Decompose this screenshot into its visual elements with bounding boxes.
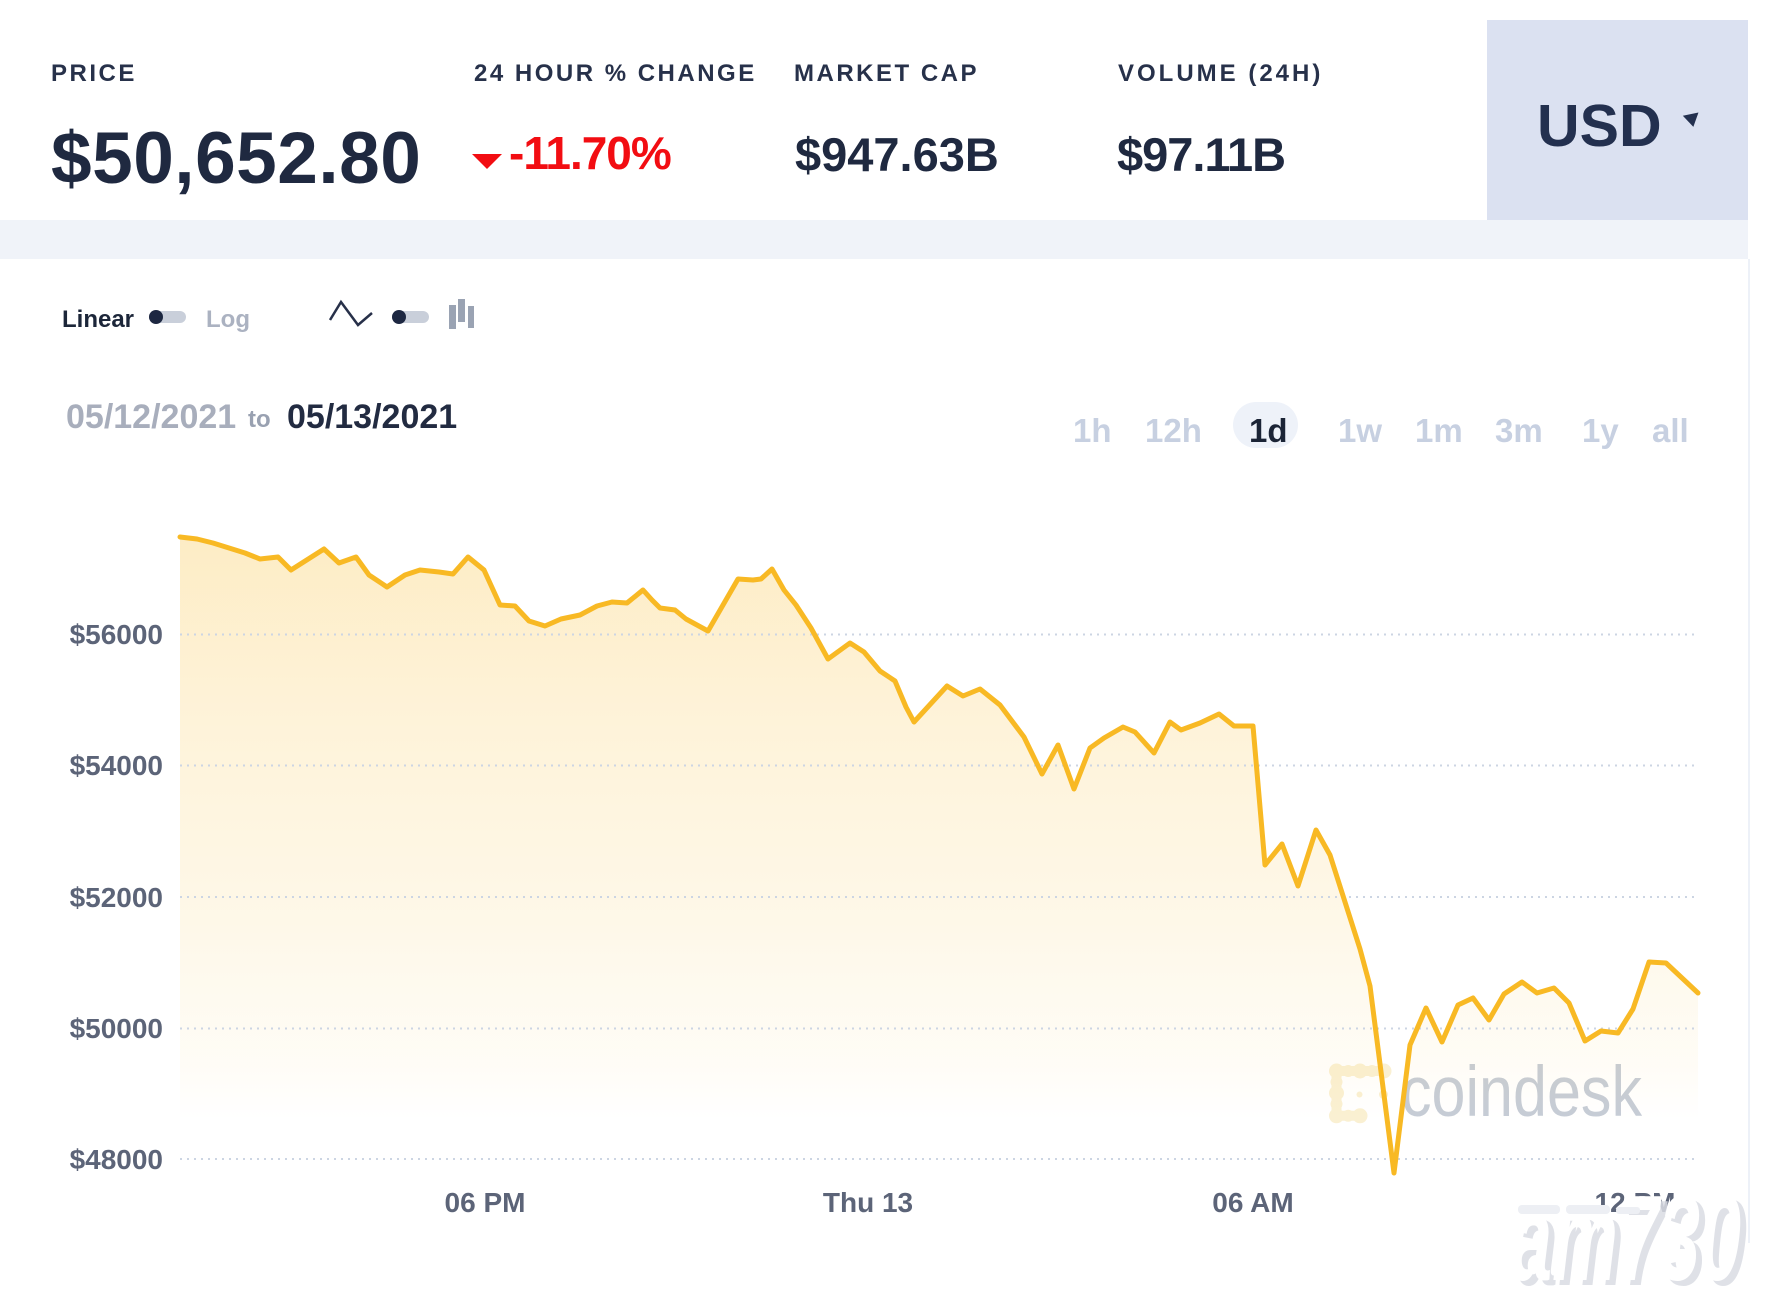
svg-text:$48000: $48000 [70, 1144, 163, 1175]
svg-text:$54000: $54000 [70, 750, 163, 781]
svg-text:$56000: $56000 [70, 619, 163, 650]
svg-text:$52000: $52000 [70, 882, 163, 913]
svg-text:06 AM: 06 AM [1212, 1187, 1293, 1218]
svg-text:Thu 13: Thu 13 [823, 1187, 913, 1218]
svg-text:am730: am730 [1517, 1175, 1747, 1304]
svg-text:06 PM: 06 PM [445, 1187, 526, 1218]
svg-text:$50000: $50000 [70, 1013, 163, 1044]
svg-text:am730: am730 [1511, 1170, 1741, 1304]
